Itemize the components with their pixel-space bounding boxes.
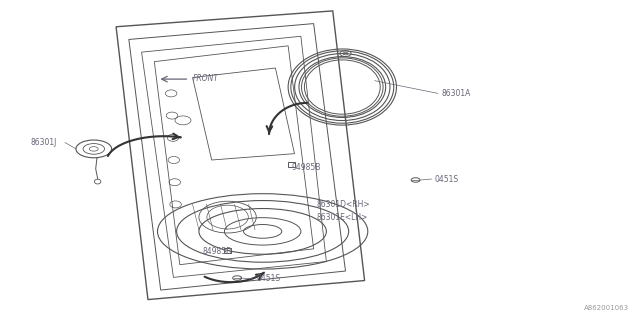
Text: 84985B: 84985B (202, 247, 232, 257)
Text: A862001063: A862001063 (584, 305, 629, 311)
Text: 0451S: 0451S (435, 174, 459, 184)
Text: FRONT: FRONT (193, 74, 218, 83)
Text: 86301J: 86301J (30, 138, 56, 147)
Text: 86301A: 86301A (441, 89, 470, 98)
Text: 86301E<LH>: 86301E<LH> (317, 212, 368, 222)
Text: 94985B: 94985B (291, 164, 321, 172)
Text: 86301D<RH>: 86301D<RH> (317, 200, 371, 209)
Text: 0451S: 0451S (256, 275, 280, 284)
